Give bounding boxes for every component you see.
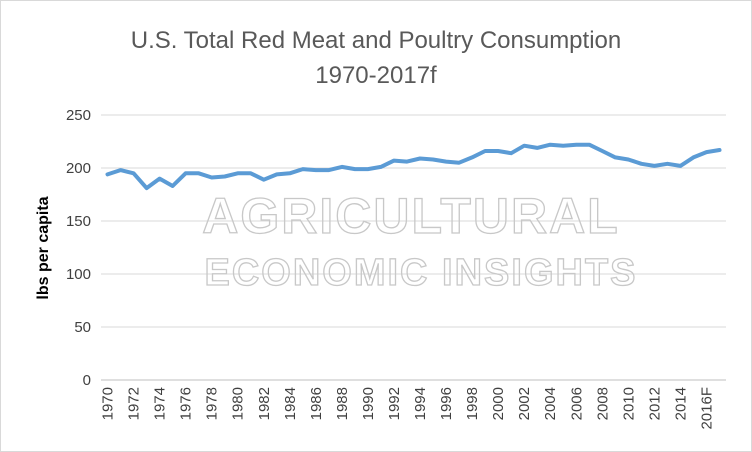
- data-point-1977: [198, 173, 199, 174]
- gridlines: [101, 114, 726, 381]
- data-point-1985: [302, 169, 303, 170]
- data-point-1982: [263, 179, 264, 180]
- data-point-2004: [550, 144, 551, 145]
- data-point-2009: [615, 157, 616, 158]
- data-point-1996: [446, 161, 447, 162]
- data-point-2011: [641, 163, 642, 164]
- chart-subtitle: 1970-2017f: [315, 62, 437, 89]
- data-point-1989: [354, 169, 355, 170]
- x-tick-label: 1978: [204, 387, 221, 420]
- x-tick-label: 1996: [438, 387, 455, 420]
- data-point-2002: [524, 145, 525, 146]
- data-point-2014: [680, 165, 681, 166]
- x-tick-label: 1974: [152, 387, 169, 420]
- data-point-1970: [107, 174, 108, 175]
- data-point-2013: [667, 163, 668, 164]
- watermark-line-2: ECONOMIC INSIGHTS: [204, 252, 637, 294]
- x-tick-label: 2008: [594, 387, 611, 420]
- watermark-line-1: AGRICULTURAL: [202, 188, 619, 244]
- x-tick-label: 2006: [568, 387, 585, 420]
- x-tick-label: 1990: [360, 387, 377, 420]
- data-point-1988: [341, 166, 342, 167]
- x-tick-label: 2012: [646, 387, 663, 420]
- series-group: [105, 142, 722, 191]
- data-point-2015: [693, 157, 694, 158]
- y-tick-label: 50: [74, 319, 91, 336]
- data-point-2012: [654, 165, 655, 166]
- data-point-2000: [498, 151, 499, 152]
- y-tick-label: 200: [66, 160, 91, 177]
- y-tick-label: 100: [66, 266, 91, 283]
- data-point-1986: [315, 170, 316, 171]
- data-point-1972: [133, 173, 134, 174]
- x-tick-label: 2010: [620, 387, 637, 420]
- x-tick-label: 2000: [490, 387, 507, 420]
- y-tick-label: 0: [83, 372, 91, 389]
- x-tick-label: 2004: [542, 387, 559, 420]
- chart-title: U.S. Total Red Meat and Poultry Consumpt…: [131, 27, 621, 54]
- data-point-1990: [367, 169, 368, 170]
- x-tick-label: 1972: [126, 387, 143, 420]
- data-point-1971: [120, 170, 121, 171]
- y-tick-label: 150: [66, 213, 91, 230]
- data-point-2007: [589, 144, 590, 145]
- data-point-1979: [224, 176, 225, 177]
- x-tick-label: 1984: [282, 387, 299, 420]
- data-point-1980: [237, 173, 238, 174]
- x-tick-label: 1970: [100, 387, 117, 420]
- x-tick-label: 2016F: [698, 387, 715, 430]
- data-point-1997: [459, 162, 460, 163]
- x-tick-label: 2014: [672, 387, 689, 420]
- y-axis-label: lbs per capita: [35, 196, 52, 299]
- x-tick-label: 1998: [464, 387, 481, 420]
- data-point-1999: [485, 151, 486, 152]
- data-point-2005: [563, 145, 564, 146]
- data-point-1976: [185, 173, 186, 174]
- data-point-2008: [602, 151, 603, 152]
- data-point-1973: [146, 188, 147, 189]
- x-tick-label: 1992: [386, 387, 403, 420]
- data-point-1981: [250, 173, 251, 174]
- data-point-1994: [420, 158, 421, 159]
- data-point-1975: [172, 186, 173, 187]
- data-point-2010: [628, 159, 629, 160]
- data-point-2003: [537, 147, 538, 148]
- data-point-1984: [289, 173, 290, 174]
- data-point-1978: [211, 177, 212, 178]
- data-point-2016F: [706, 152, 707, 153]
- x-tick-label: 1980: [230, 387, 247, 420]
- watermark: AGRICULTURAL ECONOMIC INSIGHTS: [202, 187, 637, 294]
- x-tick-label: 1986: [308, 387, 325, 420]
- data-point-1987: [328, 170, 329, 171]
- data-point-1992: [394, 160, 395, 161]
- x-tick-label: 1988: [334, 387, 351, 420]
- data-point-1983: [276, 174, 277, 175]
- data-point-2001: [511, 153, 512, 154]
- x-tick-label: 1976: [178, 387, 195, 420]
- data-point-1998: [472, 157, 473, 158]
- data-point-2017F: [719, 150, 720, 151]
- data-point-2006: [576, 144, 577, 145]
- data-point-1991: [380, 166, 381, 167]
- series-line: [105, 142, 722, 191]
- y-axis-ticks: 0 50 100 150 200 250: [66, 107, 91, 389]
- x-axis-ticks: 1970 1972 1974 1976 1978 1980 1982 1984 1986 1988…: [100, 387, 716, 430]
- data-point-1974: [159, 178, 160, 179]
- y-tick-label: 250: [66, 107, 91, 124]
- x-tick-label: 1982: [256, 387, 273, 420]
- x-tick-label: 1994: [412, 387, 429, 420]
- data-point-1995: [433, 159, 434, 160]
- data-point-1993: [407, 161, 408, 162]
- x-tick-label: 2002: [516, 387, 533, 420]
